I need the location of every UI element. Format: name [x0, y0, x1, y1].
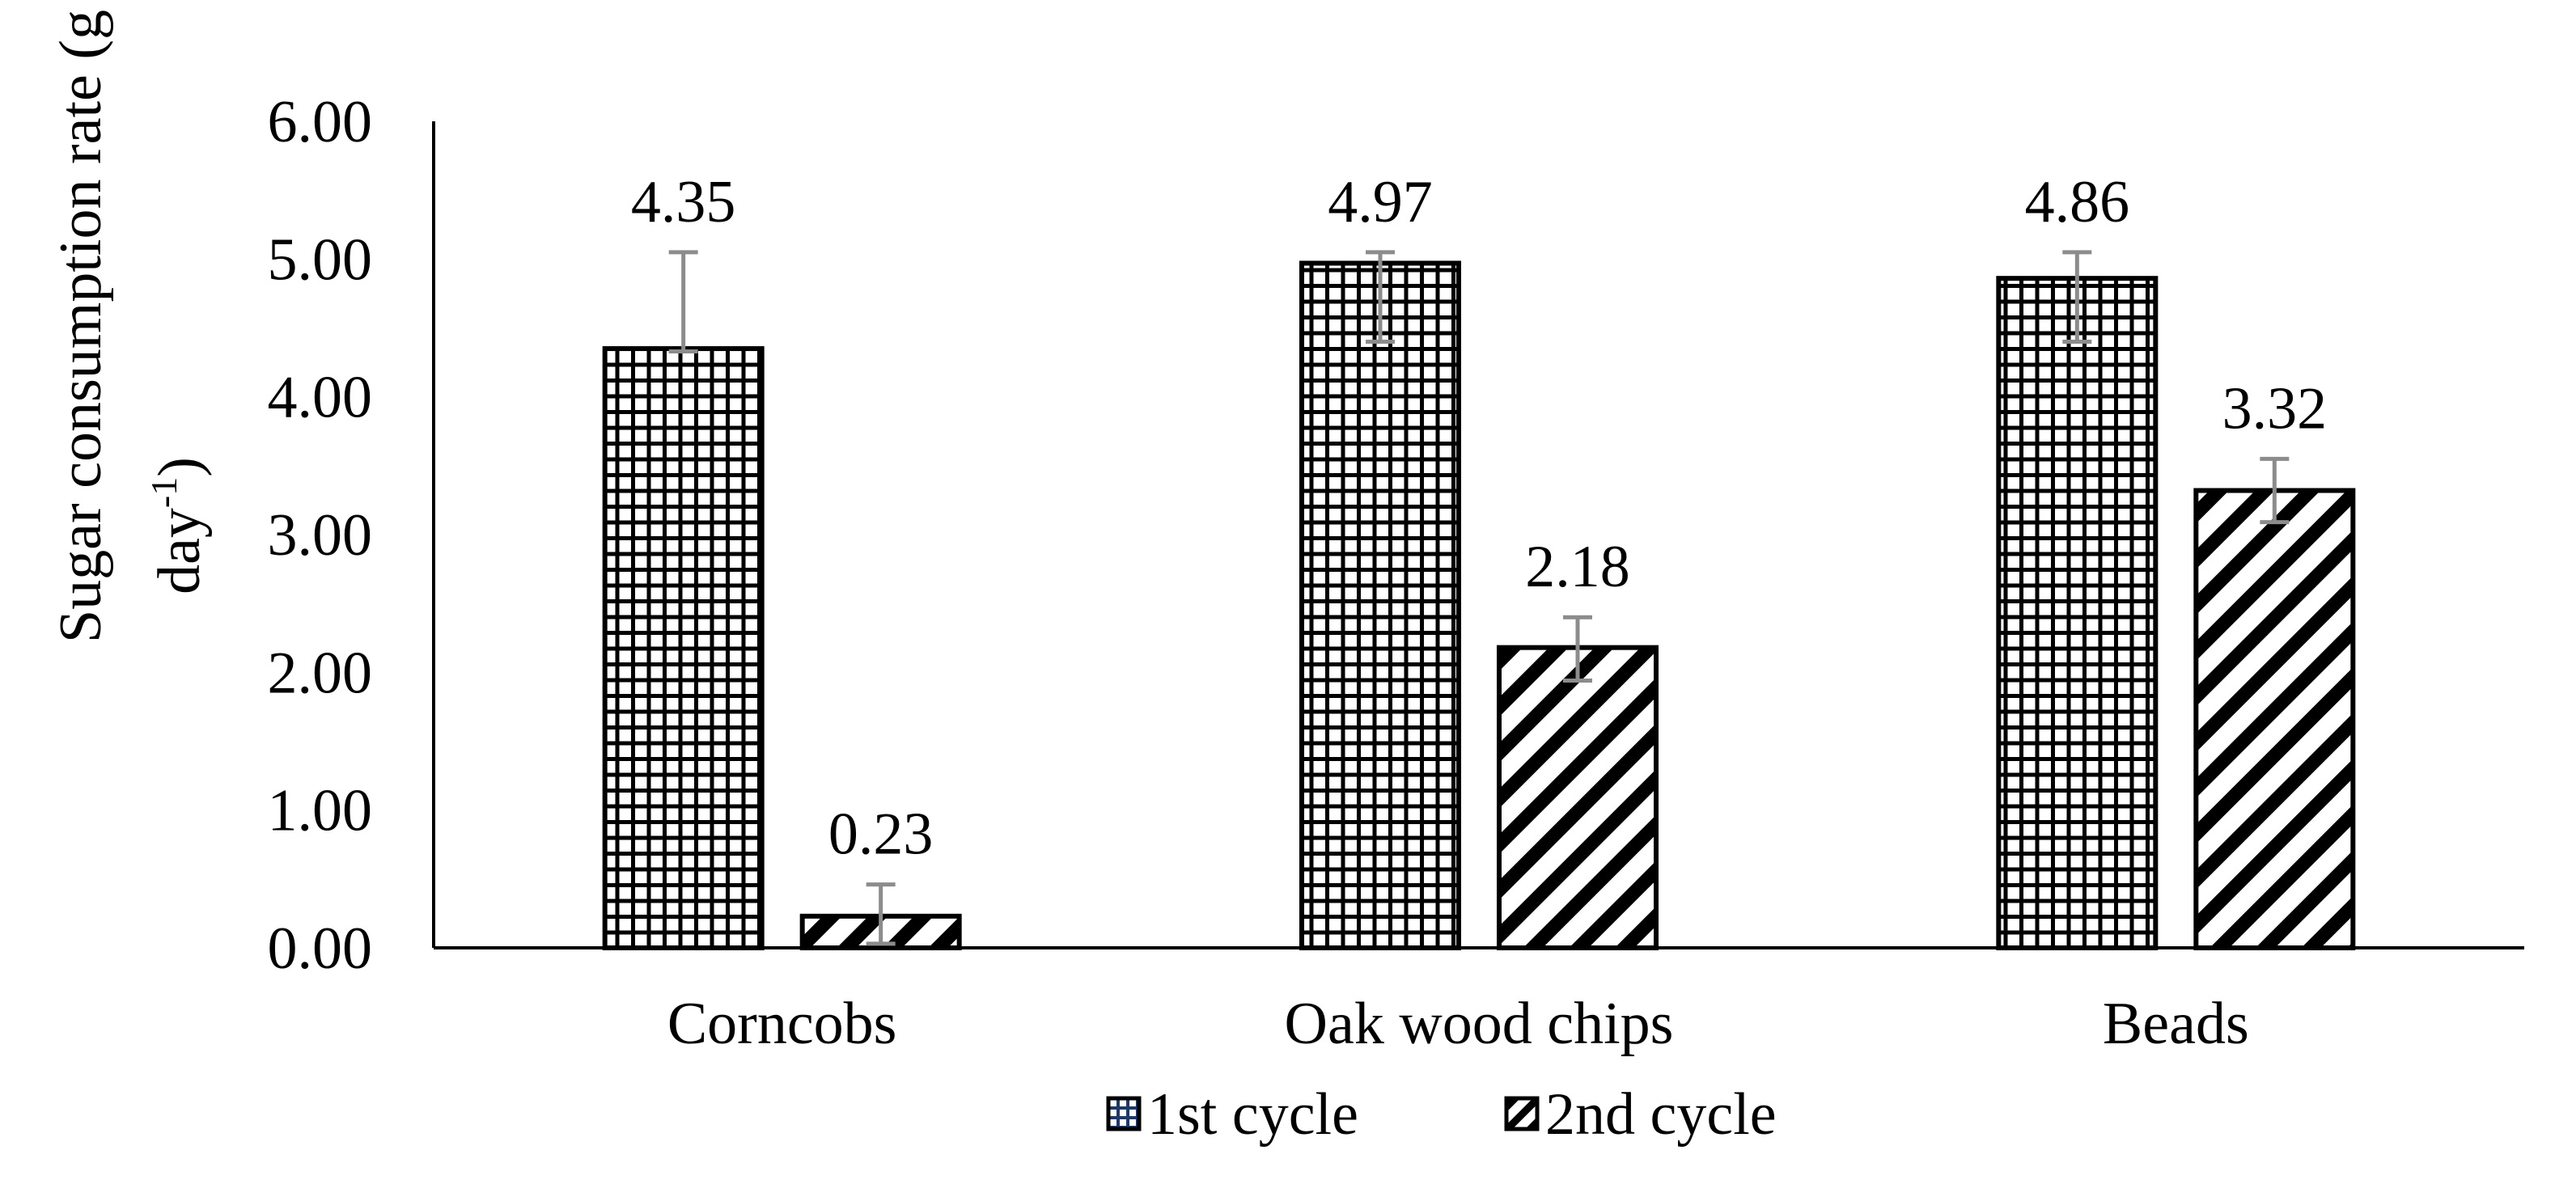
legend-swatch	[1106, 1096, 1142, 1131]
value-label: 3.32	[2222, 375, 2328, 442]
legend-label: 2nd cycle	[1545, 1081, 1777, 1148]
bar-1-corncobs	[602, 346, 765, 950]
value-labels: 4.35 0.23 4.97 2.18 4.86 3.32	[631, 169, 2327, 868]
legend-item-1st-cycle: 1st cycle	[1106, 1081, 1358, 1148]
bar-2-oak-wood-chips	[1497, 645, 1659, 950]
y-tick-label: 1.00	[268, 778, 373, 844]
y-axis-title-line2: day-1)	[143, 457, 213, 594]
error-bar	[866, 882, 896, 946]
value-label: 4.97	[1328, 169, 1433, 235]
y-tick-label: 6.00	[268, 89, 373, 155]
bar-1-beads	[1996, 276, 2159, 950]
error-bars	[668, 250, 2290, 946]
x-tick-label: Beads	[2103, 991, 2249, 1057]
y-tick-label: 3.00	[268, 502, 373, 569]
error-bar	[1366, 250, 1395, 345]
x-axis-tick-labels: Corncobs Oak wood chips Beads	[667, 991, 2249, 1057]
error-bar	[2260, 456, 2290, 525]
error-bar	[1563, 615, 1592, 683]
bar-2-beads	[2193, 488, 2356, 950]
error-bar	[668, 250, 698, 353]
y-tick-label: 4.00	[268, 365, 373, 431]
y-axis-title: Sugar consumption rate (g L-1 day-1)	[44, 0, 213, 643]
legend: 1st cycle 2nd cycle	[1106, 1081, 1777, 1148]
y-tick-label: 5.00	[268, 226, 373, 293]
x-tick-label: Corncobs	[667, 991, 897, 1057]
value-label: 0.23	[828, 801, 934, 868]
error-bar	[2062, 250, 2092, 345]
value-label: 4.35	[631, 169, 736, 235]
y-axis-title-line2-sup: -1	[143, 477, 184, 508]
bar-1-oak-wood-chips	[1299, 260, 1461, 950]
value-label: 2.18	[1525, 534, 1630, 600]
y-axis-tick-labels: 0.00 1.00 2.00 3.00 4.00 5.00 6.00	[268, 89, 373, 982]
legend-label: 1st cycle	[1147, 1081, 1358, 1148]
y-axis-title-line1: Sugar consumption rate (g L-1	[44, 0, 114, 643]
legend-item-2nd-cycle: 2nd cycle	[1504, 1081, 1777, 1148]
y-tick-label: 2.00	[268, 640, 373, 706]
y-tick-label: 0.00	[268, 916, 373, 982]
value-label: 4.86	[2025, 169, 2130, 235]
legend-swatch	[1504, 1096, 1540, 1131]
x-tick-label: Oak wood chips	[1285, 991, 1674, 1057]
